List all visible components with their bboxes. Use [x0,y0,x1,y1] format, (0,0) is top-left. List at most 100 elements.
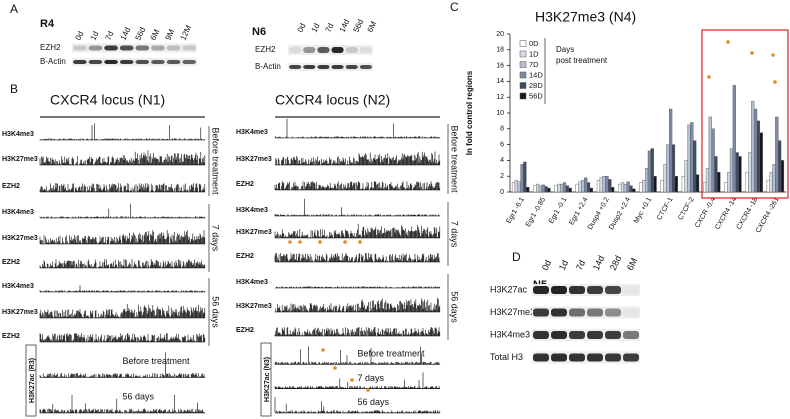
legend-label: 28D [529,81,543,90]
label: EZH2 [236,181,254,188]
x-tick-label: Myc +0.1 [633,196,653,224]
asterisk [366,388,370,392]
asterisk [321,348,325,352]
label: EZH2 [2,259,20,266]
bar [769,172,773,193]
blot-band [551,308,567,317]
bar [618,183,622,193]
blot-band [166,60,181,64]
blot-band [623,353,639,362]
label: 56d [134,26,148,42]
bar [520,164,524,193]
label: H3K27me3 [236,229,272,236]
blot-band [623,331,639,339]
bar [708,116,712,193]
label: EZH2 [236,253,254,260]
blot-band [605,308,621,317]
bar [687,124,691,193]
label: 7d [104,30,116,42]
blot-band [551,286,567,294]
label: 6M [625,256,639,272]
bar [759,132,763,193]
blot-band [605,331,621,339]
bar [629,185,633,193]
bar [693,140,697,193]
blot-band [533,308,549,317]
asterisk [773,80,777,84]
blot-band [182,60,196,64]
blot-bg [288,45,373,55]
y-tick-label: 12 [496,94,504,101]
bar [674,175,678,193]
label: H3K27ac (N3) [264,357,271,402]
legend-label: 1D [529,49,539,58]
asterisk [726,40,730,44]
bar [653,175,657,193]
bar [735,152,739,193]
asterisk [288,240,292,244]
blot-band [317,65,330,69]
bar [745,172,749,193]
y-tick-label: 14 [496,78,504,85]
bar [586,182,591,193]
legend-swatch [519,71,527,79]
label: H3K4me3 [2,209,34,216]
blot-band [345,65,358,69]
legend-swatch [519,40,527,47]
label: R4 [40,18,55,30]
blot-band [73,45,87,51]
label: 7 days [211,225,221,252]
ac-box [25,344,37,417]
label: B-Actin [255,62,281,71]
highlight-box [701,29,789,199]
label: H3K27ac (R3) [29,358,36,403]
bar [703,182,707,193]
blot-band [623,308,639,317]
label: EZH2 [236,327,254,334]
label: H3K27ac [490,284,528,294]
blot-band [303,65,316,69]
track [39,150,206,165]
bar [775,116,779,193]
bar [517,181,521,193]
blot-band [533,353,549,362]
legend-swatch [519,92,527,100]
blot-band [569,286,585,294]
bar [560,183,564,193]
label: 14d [119,26,133,42]
y-tick-label: 0 [500,189,504,196]
blot-bg [72,58,197,66]
label: 0d [296,22,308,34]
bar [644,168,649,193]
bar [575,183,579,193]
track [39,123,206,140]
legend-title: Days post treatment [556,45,608,65]
blot-band [569,353,585,362]
track [274,118,441,138]
bar [772,164,776,193]
label: 6M [366,20,379,34]
legend-swatch [519,82,527,89]
label: H3K4me3 [236,129,268,136]
track [275,286,441,288]
y-tick-label: 8 [500,126,504,133]
track [274,297,441,312]
blot-band [533,286,549,294]
asterisk [750,51,754,55]
blot-band [605,353,621,362]
bar [778,140,782,193]
legend-swatch [519,61,527,68]
track [39,333,206,342]
bar [623,183,627,193]
asterisk [771,53,775,57]
bar [666,144,670,193]
bar [669,108,673,193]
label: H3K4me3 [2,131,34,138]
label: H3K27me3 [2,235,38,242]
x-tick-label: Dusp4 +0.2 [587,196,611,231]
legend-swatch [519,50,527,58]
track [274,346,441,365]
bar [608,179,612,193]
label: 28d [608,254,623,272]
